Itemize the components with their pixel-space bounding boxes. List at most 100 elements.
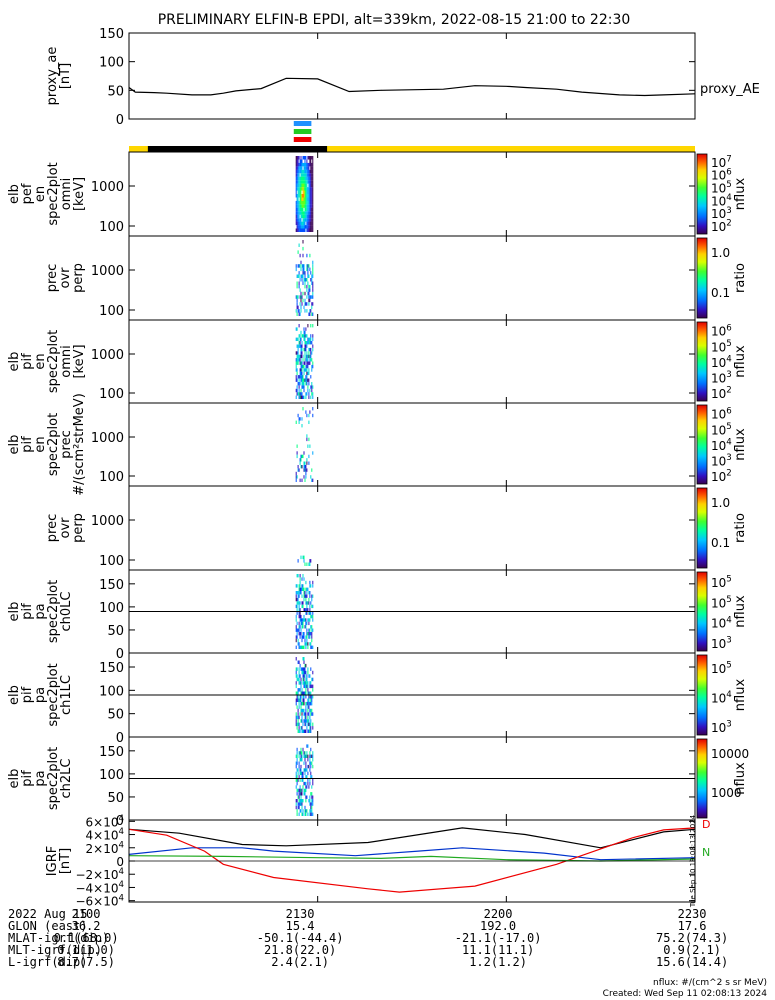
heatmap-cell <box>300 614 302 619</box>
heatmap-cell <box>307 190 309 194</box>
heatmap-cell <box>303 264 305 268</box>
heatmap-cell <box>298 608 300 612</box>
y-axis-label-line: spec2plot <box>46 747 61 810</box>
series-line-d <box>128 827 696 849</box>
y-axis-label-line: [keV] <box>72 177 87 211</box>
heatmap-cell <box>298 211 300 215</box>
heatmap-cell <box>299 751 301 755</box>
colorbar-tick-label: 103 <box>711 370 732 385</box>
heatmap-cell <box>310 614 312 619</box>
heatmap-cell <box>302 156 304 160</box>
heatmap-cell <box>311 677 313 682</box>
colorbar-tick-label: 106 <box>711 167 732 182</box>
heatmap-cell <box>295 698 297 702</box>
heatmap-cell <box>301 334 303 338</box>
plot-canvas: PRELIMINARY ELFIN-B EPDI, alt=339km, 202… <box>7 12 760 909</box>
heatmap-cell <box>296 378 298 382</box>
heatmap-cell <box>297 413 299 418</box>
heatmap-cell <box>312 764 314 769</box>
heatmap-cell <box>301 207 303 212</box>
heatmap-cell <box>311 708 313 713</box>
heatmap-cell <box>299 785 301 789</box>
heatmap-cell <box>309 802 311 806</box>
heatmap-cell <box>306 635 308 639</box>
heatmap-cell <box>311 684 313 689</box>
heatmap-cell <box>311 792 313 796</box>
heatmap-cell <box>301 385 303 389</box>
heatmap-cell <box>310 385 312 389</box>
heatmap-cell <box>302 722 304 727</box>
heatmap-cell <box>301 701 303 706</box>
heatmap-cell <box>298 621 300 626</box>
heatmap-cell <box>297 351 299 355</box>
heatmap-cell <box>310 712 312 716</box>
heatmap-cell <box>308 461 310 465</box>
heatmap-cell <box>305 594 307 598</box>
heatmap-cell <box>312 284 314 289</box>
heatmap-cell <box>300 667 302 671</box>
heatmap-cell <box>298 625 300 629</box>
heatmap-cell <box>312 267 314 272</box>
panel-elb_pif_pa_ch1LC: 050100150elbpifpaspec2plotch1LC103104105… <box>7 652 748 746</box>
heatmap-cell <box>301 712 303 716</box>
heatmap-cell <box>309 618 311 622</box>
heatmap-cell <box>301 264 303 268</box>
heatmap-cell <box>301 577 303 581</box>
heatmap-cell <box>295 799 297 803</box>
ephemeris-value: 192.0 <box>480 919 517 933</box>
heatmap-cell <box>304 792 306 796</box>
y-axis-label-line: elb <box>7 685 22 705</box>
y-tick-label: 150 <box>99 578 124 593</box>
heatmap-cell <box>298 281 300 285</box>
heatmap-cell <box>301 194 303 198</box>
heatmap-cell <box>306 601 308 605</box>
heatmap-cell <box>308 361 310 365</box>
heatmap-cell <box>302 190 304 194</box>
heatmap-cell <box>295 176 297 181</box>
heatmap-cell <box>298 775 300 779</box>
heatmap-cell <box>301 618 303 622</box>
heatmap-cell <box>308 341 310 345</box>
y-tick-label: 100 <box>99 220 124 235</box>
heatmap-cell <box>299 382 301 386</box>
heatmap-cell <box>308 183 310 188</box>
heatmap-cell <box>305 681 307 685</box>
heatmap-cell <box>310 180 312 184</box>
heatmap-cell <box>296 632 298 636</box>
y-tick-label: 6×104 <box>86 814 124 829</box>
heatmap-cell <box>304 351 306 355</box>
y-axis-label-line: elb <box>7 769 22 789</box>
heatmap-cell <box>300 795 302 799</box>
heatmap-cell <box>298 225 300 229</box>
panel-frame <box>128 235 696 321</box>
heatmap-cell <box>303 761 305 765</box>
heatmap-cell <box>308 221 310 226</box>
heatmap-cell <box>305 344 307 348</box>
heatmap-cell <box>299 187 301 191</box>
heatmap-cell <box>297 176 299 181</box>
heatmap-cell <box>311 194 313 198</box>
heatmap-cell <box>301 278 303 282</box>
heatmap-cell <box>306 176 308 181</box>
heatmap-cell <box>298 243 300 247</box>
heatmap-cell <box>298 788 300 793</box>
heatmap-cell <box>305 214 307 219</box>
y-tick-label: 150 <box>99 27 124 42</box>
heatmap-cell <box>299 584 301 588</box>
heatmap-cell <box>295 722 297 727</box>
heatmap-cell <box>309 267 311 272</box>
heatmap-cell <box>299 802 301 806</box>
heatmap-cell <box>299 302 301 306</box>
heatmap-cell <box>310 812 312 816</box>
plot-title: PRELIMINARY ELFIN-B EPDI, alt=339km, 202… <box>158 12 631 28</box>
colorbar-label: nflux <box>733 428 748 461</box>
heatmap-cell <box>310 166 312 170</box>
heatmap-cell <box>298 726 300 730</box>
heatmap-cell <box>304 781 306 786</box>
heatmap-cell <box>309 751 311 755</box>
heatmap-cell <box>305 392 307 396</box>
heatmap-cell <box>311 775 313 779</box>
heatmap-cell <box>298 642 300 646</box>
heatmap-cell <box>311 635 313 639</box>
heatmap-cell <box>300 187 302 191</box>
